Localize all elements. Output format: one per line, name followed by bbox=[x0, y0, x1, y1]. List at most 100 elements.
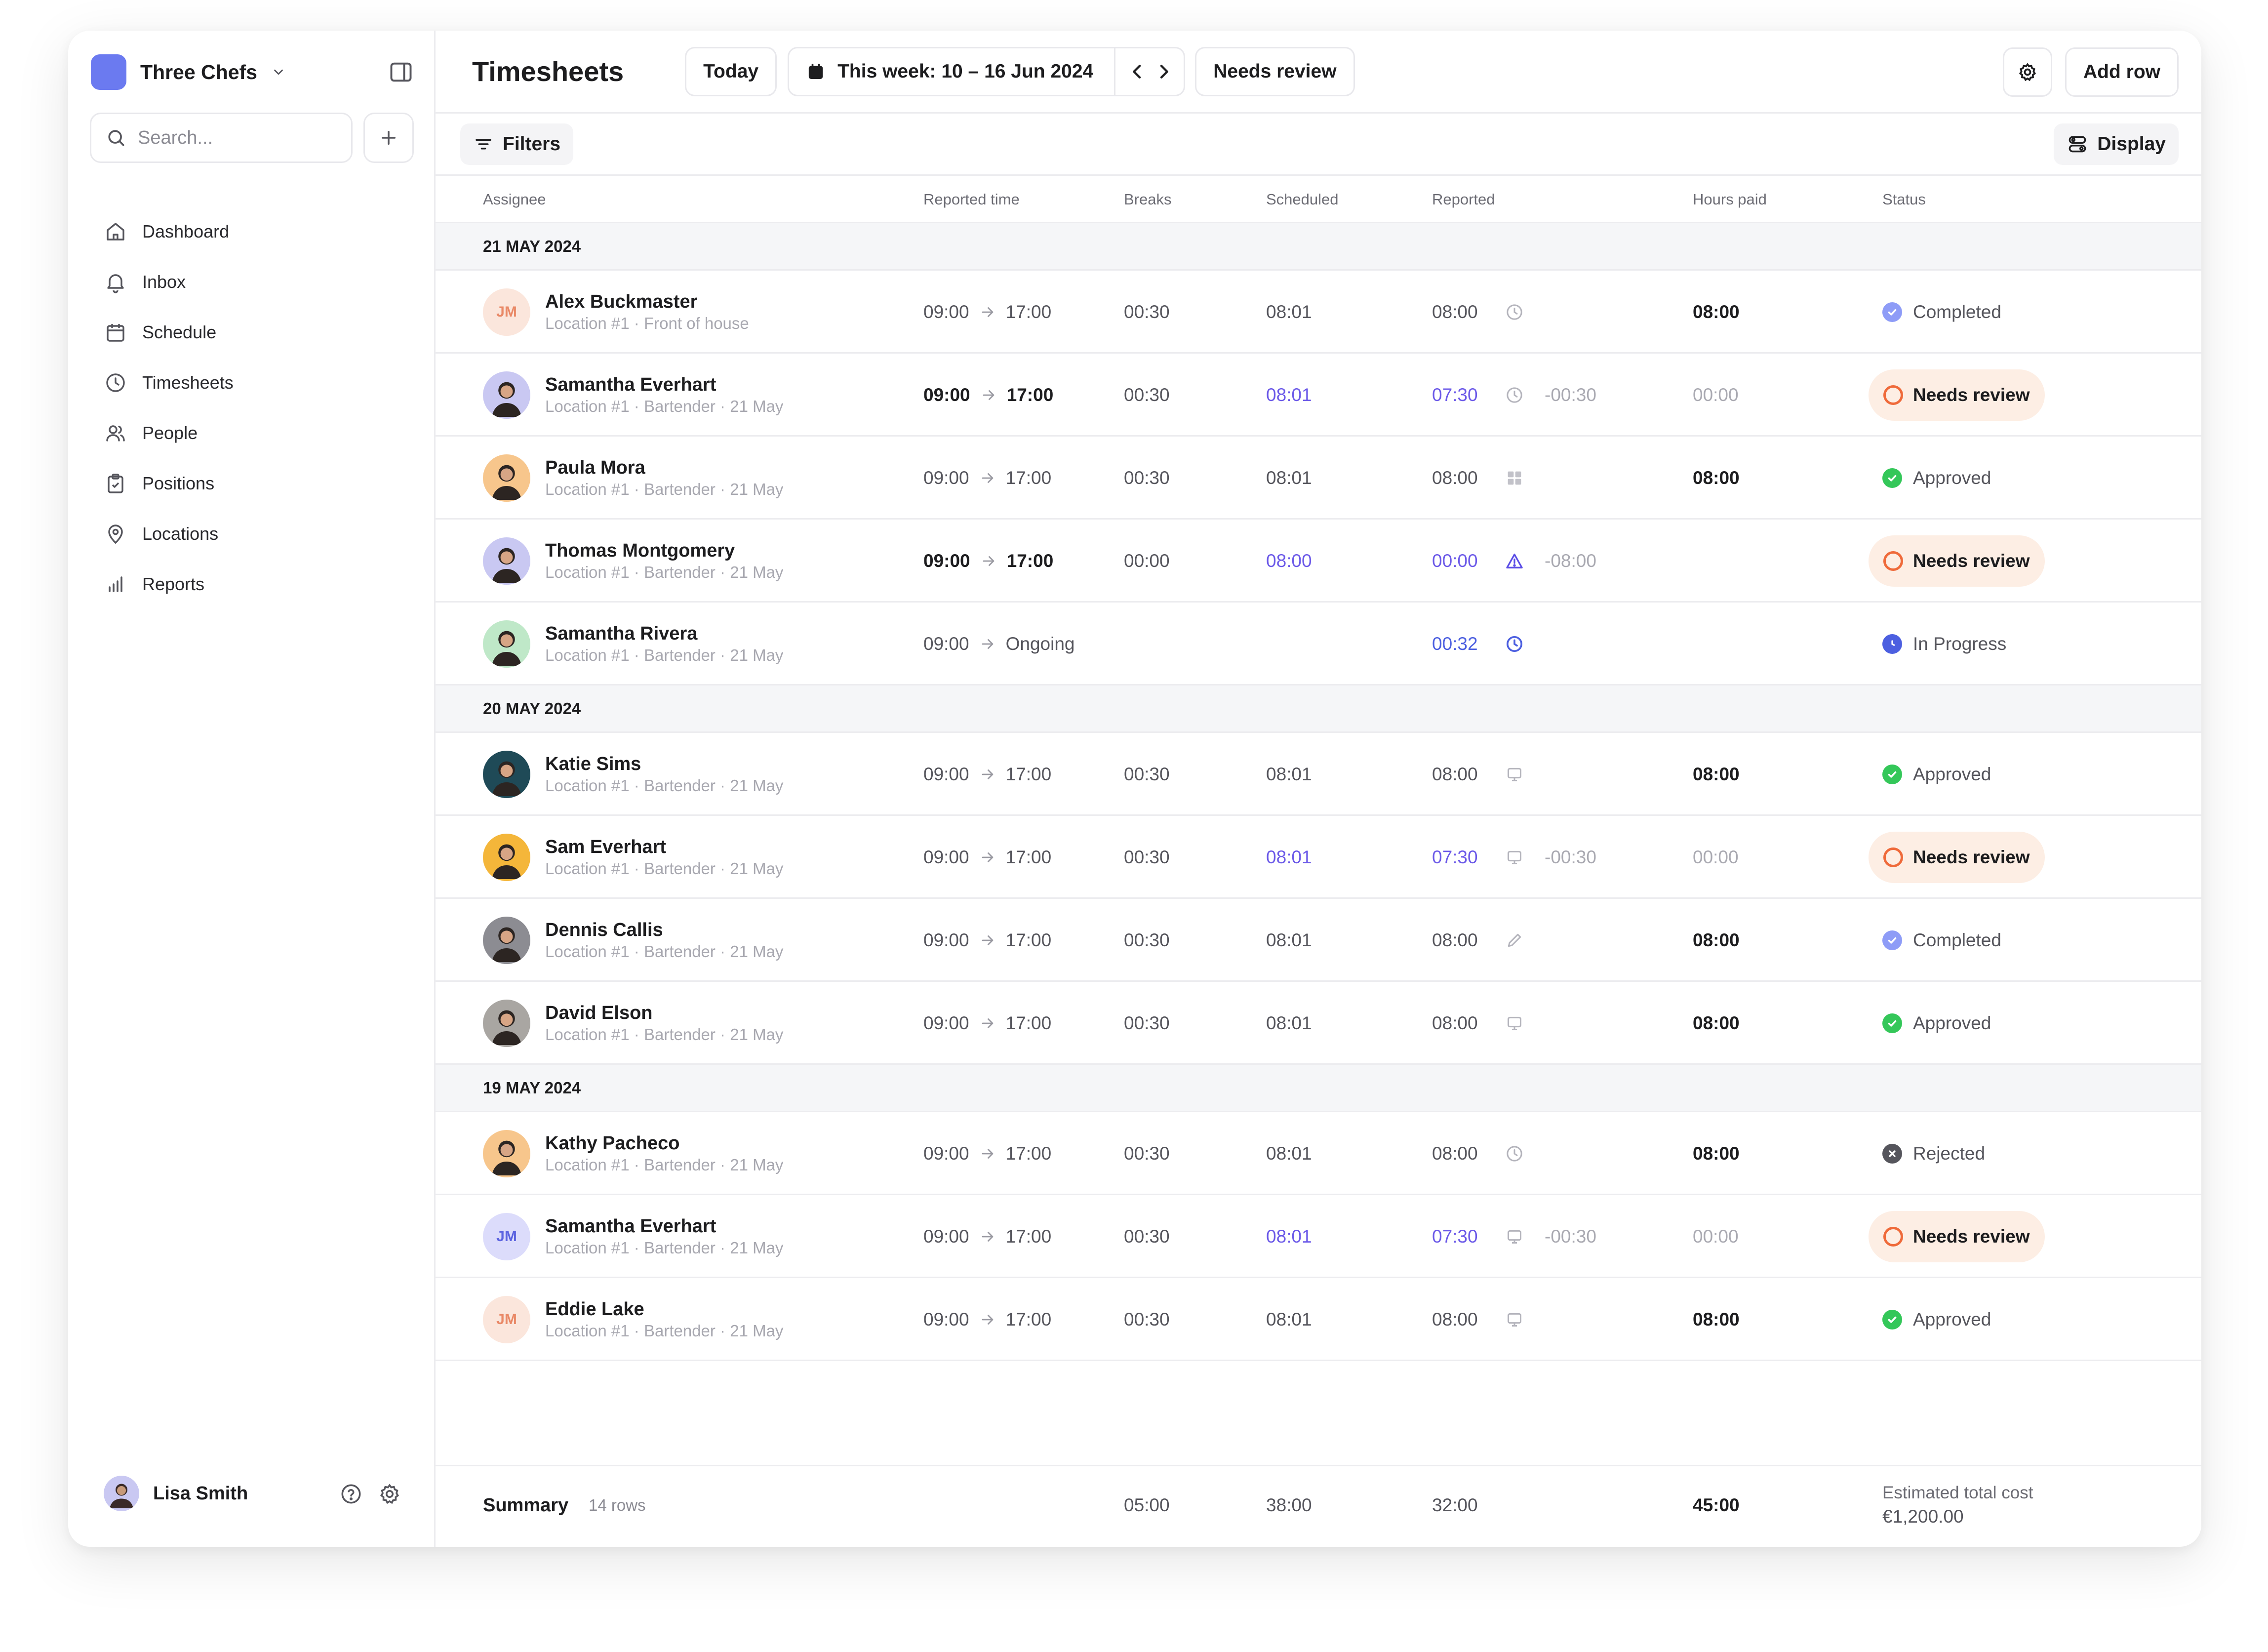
table-row[interactable]: JM Eddie Lake Location #1 · Bartender · … bbox=[436, 1278, 2201, 1361]
search-input[interactable] bbox=[138, 127, 325, 149]
gear-icon bbox=[2019, 63, 2036, 81]
display-label: Display bbox=[2097, 133, 2166, 155]
sidebar-item-inbox[interactable]: Inbox bbox=[104, 257, 234, 307]
assignee-cell: JM Alex Buckmaster Location #1 · Front o… bbox=[483, 271, 749, 354]
reported-cell: 00:32 bbox=[1432, 603, 1524, 685]
avatar bbox=[483, 620, 530, 668]
needs-review-button[interactable]: Needs review bbox=[1195, 46, 1355, 96]
avatar-initials: JM bbox=[496, 304, 517, 320]
group-date: 20 MAY 2024 bbox=[483, 699, 581, 718]
status-badge[interactable]: Needs review bbox=[1869, 369, 2045, 421]
user-profile[interactable]: Lisa Smith bbox=[104, 1476, 248, 1511]
assignee-cell: Dennis Callis Location #1 · Bartender · … bbox=[483, 899, 783, 982]
add-row-button[interactable]: Add row bbox=[2065, 47, 2179, 97]
search-box[interactable] bbox=[90, 113, 353, 163]
sidebar-item-dashboard[interactable]: Dashboard bbox=[104, 206, 234, 257]
status-cell: Needs review bbox=[1869, 816, 2045, 899]
breaks-cell: 00:30 bbox=[1124, 930, 1170, 950]
table-row[interactable]: Sam Everhart Location #1 · Bartender · 2… bbox=[436, 816, 2201, 899]
table-row[interactable]: David Elson Location #1 · Bartender · 21… bbox=[436, 982, 2201, 1065]
chevron-left-icon[interactable] bbox=[1127, 62, 1147, 81]
column-header-breaks[interactable]: Breaks bbox=[1124, 191, 1172, 208]
scheduled-cell: 08:01 bbox=[1266, 847, 1312, 867]
status-badge[interactable]: Needs review bbox=[1869, 535, 2045, 587]
table-row[interactable]: JM Samantha Everhart Location #1 · Barte… bbox=[436, 1195, 2201, 1278]
add-button[interactable] bbox=[363, 113, 414, 163]
table-row[interactable]: Dennis Callis Location #1 · Bartender · … bbox=[436, 899, 2201, 982]
sidebar-item-schedule[interactable]: Schedule bbox=[104, 307, 234, 358]
top-actions: Add row bbox=[2003, 47, 2179, 97]
arrow-right-icon bbox=[982, 1232, 993, 1242]
column-header-status[interactable]: Status bbox=[1882, 191, 1926, 208]
display-button[interactable]: Display bbox=[2054, 123, 2179, 165]
week-picker[interactable]: This week: 10 – 16 Jun 2024 bbox=[788, 46, 1186, 96]
sidebar-item-locations[interactable]: Locations bbox=[104, 509, 234, 559]
workspace-switcher[interactable]: Three Chefs bbox=[91, 54, 286, 90]
status-cell: Approved bbox=[1882, 982, 1991, 1065]
settings-button[interactable] bbox=[2003, 47, 2053, 97]
close-icon bbox=[1882, 1144, 1902, 1164]
table-row[interactable]: Thomas Montgomery Location #1 · Bartende… bbox=[436, 520, 2201, 603]
hours-paid-cell: 08:00 bbox=[1693, 1309, 1740, 1330]
assignee-name: Samantha Everhart bbox=[545, 1216, 716, 1237]
clock-icon bbox=[1506, 304, 1522, 320]
reported-time-cell: 09:00 17:00 bbox=[923, 1195, 1051, 1278]
end-time: Ongoing bbox=[1005, 634, 1075, 654]
table-row[interactable]: Katie Sims Location #1 · Bartender · 21 … bbox=[436, 733, 2201, 816]
breaks-cell: 00:30 bbox=[1124, 1013, 1170, 1033]
difference-cell: -00:30 bbox=[1545, 1226, 1596, 1247]
reported-value: 08:00 bbox=[1432, 1143, 1478, 1164]
reported-value: 07:30 bbox=[1432, 1226, 1478, 1247]
status-label: Approved bbox=[1913, 1309, 1991, 1330]
person-avatar-icon bbox=[492, 844, 521, 879]
sidebar-item-timesheets[interactable]: Timesheets bbox=[104, 358, 234, 408]
reported-cell: 07:30 bbox=[1432, 1195, 1524, 1278]
avatar bbox=[104, 1476, 139, 1511]
end-time: 17:00 bbox=[1005, 930, 1052, 950]
start-time: 09:00 bbox=[923, 468, 969, 488]
column-header-reported-time[interactable]: Reported time bbox=[923, 191, 1020, 208]
filters-button[interactable]: Filters bbox=[460, 123, 574, 165]
arrow-right-icon bbox=[982, 1315, 993, 1325]
table-row[interactable]: Samantha Everhart Location #1 · Bartende… bbox=[436, 354, 2201, 437]
table-row[interactable]: JM Alex Buckmaster Location #1 · Front o… bbox=[436, 271, 2201, 354]
status-cell: Approved bbox=[1882, 1278, 1991, 1361]
breaks-cell: 00:30 bbox=[1124, 385, 1170, 405]
status-badge[interactable]: Needs review bbox=[1869, 1211, 2045, 1262]
estimated-cost-label: Estimated total cost bbox=[1882, 1483, 2033, 1502]
plus-icon bbox=[382, 131, 396, 145]
column-header-assignee[interactable]: Assignee bbox=[483, 191, 546, 208]
reported-value: 08:00 bbox=[1432, 468, 1478, 488]
column-header-reported[interactable]: Reported bbox=[1432, 191, 1495, 208]
sidebar-item-people[interactable]: People bbox=[104, 408, 234, 458]
user-avatar-icon bbox=[110, 1484, 133, 1508]
scheduled-cell: 08:01 bbox=[1266, 302, 1312, 322]
today-button[interactable]: Today bbox=[685, 46, 777, 96]
table-row[interactable]: Samantha Rivera Location #1 · Bartender … bbox=[436, 603, 2201, 685]
help-icon[interactable] bbox=[339, 1482, 363, 1506]
settings-icon[interactable] bbox=[377, 1482, 402, 1506]
clock-icon bbox=[1882, 634, 1902, 654]
breaks-cell: 00:30 bbox=[1124, 1309, 1170, 1330]
workspace-logo bbox=[91, 54, 126, 90]
sidebar-item-reports[interactable]: Reports bbox=[104, 559, 234, 609]
summary-scheduled: 38:00 bbox=[1266, 1495, 1312, 1515]
column-header-hours-paid[interactable]: Hours paid bbox=[1693, 191, 1767, 208]
table-header: Assignee Reported time Breaks Scheduled … bbox=[436, 176, 2201, 223]
summary-label: Summary bbox=[483, 1495, 569, 1516]
breaks-cell: 00:30 bbox=[1124, 764, 1170, 784]
avatar-initials: JM bbox=[496, 1228, 517, 1245]
end-time: 17:00 bbox=[1005, 847, 1052, 867]
table-row[interactable]: Kathy Pacheco Location #1 · Bartender · … bbox=[436, 1112, 2201, 1195]
table-row[interactable]: Paula Mora Location #1 · Bartender · 21 … bbox=[436, 437, 2201, 520]
column-header-scheduled[interactable]: Scheduled bbox=[1266, 191, 1339, 208]
sidebar-item-positions[interactable]: Positions bbox=[104, 458, 234, 509]
qr-code-icon bbox=[1508, 471, 1521, 485]
chevron-right-icon[interactable] bbox=[1154, 62, 1174, 81]
status-label: Approved bbox=[1913, 1013, 1991, 1033]
assignee-cell: Katie Sims Location #1 · Bartender · 21 … bbox=[483, 733, 783, 816]
check-icon bbox=[1882, 765, 1902, 784]
avatar: JM bbox=[483, 1296, 530, 1343]
status-badge[interactable]: Needs review bbox=[1869, 832, 2045, 883]
sidebar-toggle-icon[interactable] bbox=[388, 59, 414, 85]
